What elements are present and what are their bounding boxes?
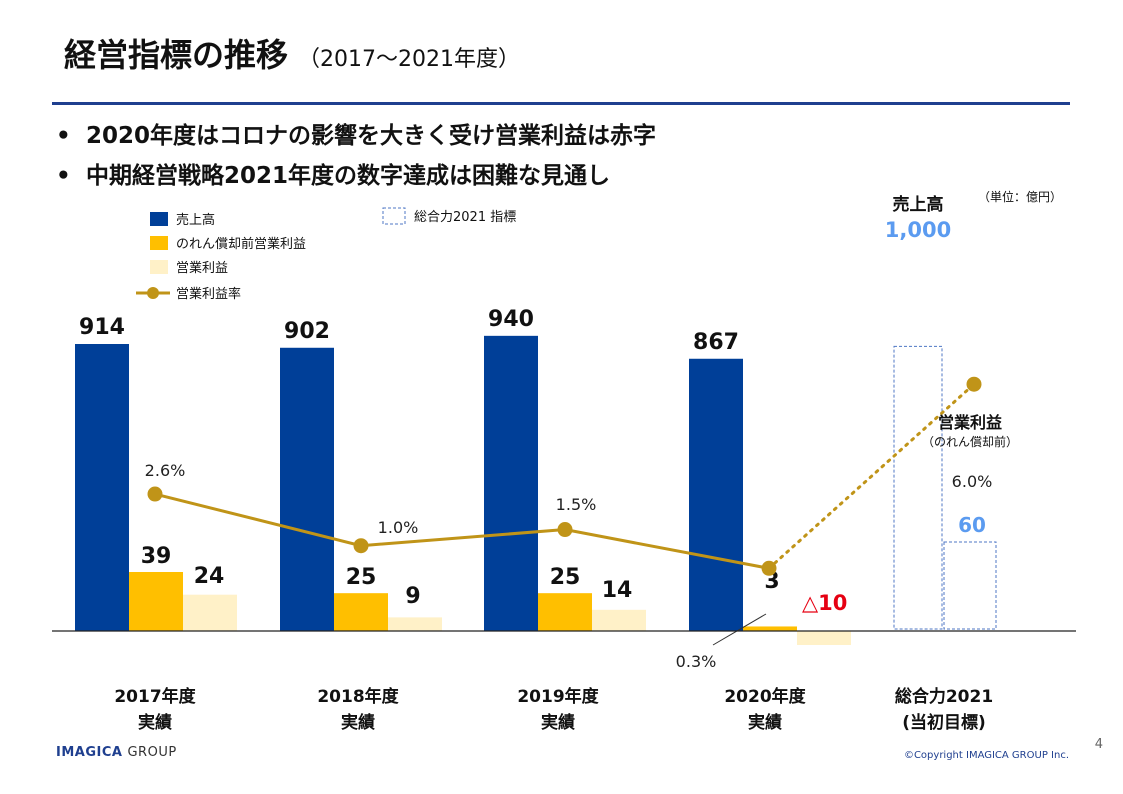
brand-logo-sub: GROUP <box>127 745 177 760</box>
margin-point <box>966 376 982 392</box>
legend-marker-margin <box>147 287 159 299</box>
bar-sales <box>689 358 743 631</box>
margin-point <box>761 560 777 576</box>
bar-sales <box>75 344 129 631</box>
title-divider <box>52 102 1070 105</box>
margin-line <box>154 492 770 570</box>
legend-swatch-op-profit <box>150 260 168 274</box>
bullet-item: • 2020年度はコロナの影響を大きく受け営業利益は赤字 <box>56 118 656 158</box>
target-op-subtitle: （のれん償却前） <box>922 434 1018 449</box>
page-title-sub: （2017～2021年度） <box>298 47 520 72</box>
target-sales-value: 1,000 <box>885 218 951 242</box>
legend-label-sales: 売上高 <box>176 212 215 228</box>
bullet-text: 2020年度はコロナの影響を大きく受け営業利益は赤字 <box>86 123 657 149</box>
brand-logo-main: IMAGICA <box>56 745 123 760</box>
margin-point <box>557 522 573 538</box>
page-title: 経営指標の推移 （2017～2021年度） <box>64 30 520 76</box>
x-tick-label: 総合力2021 <box>895 686 993 707</box>
x-tick-label: 2019年度 <box>517 686 599 707</box>
legend-label-op-profit: 営業利益 <box>176 260 228 276</box>
bar-op-before-goodwill <box>538 593 592 631</box>
target-op-value: 60 <box>958 513 986 537</box>
bar-op-before-goodwill-label: 39 <box>141 544 172 569</box>
margin-point <box>147 486 163 502</box>
bar-op-profit <box>388 617 442 631</box>
target-bar-op <box>943 541 997 630</box>
bar-op-profit <box>797 631 851 645</box>
bar-op-profit <box>592 609 646 631</box>
target-bar-sales <box>893 345 943 630</box>
margin-line-target <box>767 382 976 570</box>
bar-sales-label: 914 <box>79 315 125 340</box>
x-tick-label: 2018年度 <box>317 686 399 707</box>
bar-op-profit-label-negative: △10 <box>802 591 847 615</box>
bar-op-profit-label: 9 <box>405 584 420 609</box>
legend-label-op-before-goodwill: のれん償却前営業利益 <box>176 236 306 252</box>
page-title-main: 経営指標の推移 <box>64 36 289 74</box>
margin-label-leader <box>712 613 767 646</box>
target-op-title: 営業利益 <box>938 413 1002 432</box>
bullet-dot-icon: • <box>56 163 71 189</box>
bar-op-before-goodwill-label: 25 <box>346 565 377 590</box>
x-tick-label: 2020年度 <box>724 686 806 707</box>
x-tick-label-sub: 実績 <box>138 712 172 733</box>
margin-point-label: 6.0% <box>952 472 993 491</box>
bar-sales <box>280 347 334 631</box>
bar-sales-label: 902 <box>284 319 330 344</box>
margin-point-label: 1.5% <box>556 495 597 514</box>
bar-op-before-goodwill-label: 25 <box>550 565 581 590</box>
margin-point-label: 0.3% <box>676 652 717 671</box>
bar-op-profit-label: 14 <box>602 578 633 603</box>
unit-note: （単位：億円） <box>978 189 1062 204</box>
bar-op-before-goodwill <box>129 572 183 631</box>
x-tick-label-sub: 実績 <box>541 712 575 733</box>
x-tick-label: 2017年度 <box>114 686 196 707</box>
bullet-dot-icon: • <box>56 123 71 149</box>
margin-point-label: 2.6% <box>145 461 186 480</box>
bar-sales <box>484 335 538 631</box>
legend-swatch-target <box>382 207 406 225</box>
margin-point <box>353 538 369 554</box>
x-tick-label-sub: (当初目標) <box>902 712 986 733</box>
copyright-text: ©Copyright IMAGICA GROUP Inc. <box>903 750 1069 761</box>
bar-op-before-goodwill <box>743 626 797 631</box>
x-tick-label-sub: 実績 <box>748 712 782 733</box>
margin-point-label: 1.0% <box>378 518 419 537</box>
brand-logo: IMAGICA GROUP <box>56 745 177 760</box>
bar-sales-label: 867 <box>693 330 739 355</box>
bullet-item: • 中期経営戦略2021年度の数字達成は困難な見通し <box>56 158 656 198</box>
page-number: 4 <box>1094 737 1103 752</box>
bar-op-profit <box>183 594 237 631</box>
bar-sales-label: 940 <box>488 307 534 332</box>
chart-legend: 売上高 のれん償却前営業利益 営業利益 営業利益率 総合力2021 指標 <box>136 207 516 302</box>
legend-label-target: 総合力2021 指標 <box>414 210 516 225</box>
bullet-text: 中期経営戦略2021年度の数字達成は困難な見通し <box>86 163 611 189</box>
bullet-list: • 2020年度はコロナの影響を大きく受け営業利益は赤字 • 中期経営戦略2021年… <box>56 118 656 198</box>
legend-swatch-op-before-goodwill <box>150 236 168 250</box>
bar-op-before-goodwill <box>334 593 388 631</box>
target-sales-title: 売上高 <box>893 194 944 215</box>
bar-op-profit-label: 24 <box>194 564 225 589</box>
legend-label-margin: 営業利益率 <box>176 286 241 302</box>
x-tick-label-sub: 実績 <box>341 712 375 733</box>
legend-swatch-sales <box>150 212 168 226</box>
